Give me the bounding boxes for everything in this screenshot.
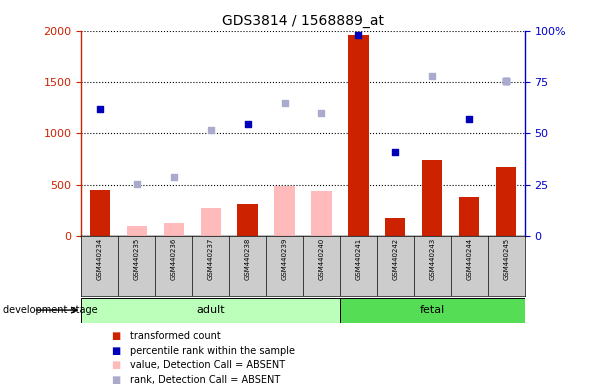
Bar [238,204,257,236]
Point [280,99,289,106]
Text: GSM440244: GSM440244 [466,238,472,280]
Text: GSM440235: GSM440235 [134,238,140,280]
Point [428,73,437,79]
Bar [81,298,340,323]
Point [132,181,142,187]
Text: GSM440238: GSM440238 [245,238,251,280]
Text: GSM440237: GSM440237 [207,238,213,280]
Text: GSM440236: GSM440236 [171,238,177,280]
Bar [349,35,368,236]
Text: transformed count: transformed count [130,331,220,341]
Point [501,78,511,84]
Bar [127,226,147,236]
Text: ■: ■ [112,346,121,356]
Bar [422,160,443,236]
Text: GSM440234: GSM440234 [97,238,103,280]
Bar [90,190,110,236]
Bar [385,218,405,236]
Text: development stage: development stage [3,305,98,315]
Text: GSM440242: GSM440242 [393,238,399,280]
Point [353,32,363,38]
Bar [496,167,516,236]
Bar [459,197,479,236]
Text: GSM440240: GSM440240 [318,238,324,280]
Text: ■: ■ [112,375,121,384]
Bar [201,209,221,236]
Text: adult: adult [197,305,225,315]
Text: fetal: fetal [420,305,445,315]
Text: value, Detection Call = ABSENT: value, Detection Call = ABSENT [130,360,285,370]
Bar [163,223,184,236]
Bar [340,298,525,323]
Bar [274,186,295,236]
Point [317,110,326,116]
Point [391,149,400,155]
Text: ■: ■ [112,331,121,341]
Point [206,127,215,133]
Point [95,106,105,112]
Point [501,78,511,84]
Point [243,121,253,127]
Text: GSM440241: GSM440241 [355,238,361,280]
Point [169,174,178,180]
Text: ■: ■ [112,360,121,370]
Text: GSM440239: GSM440239 [282,238,288,280]
Title: GDS3814 / 1568889_at: GDS3814 / 1568889_at [222,14,384,28]
Bar [311,191,332,236]
Text: GSM440243: GSM440243 [429,238,435,280]
Text: GSM440245: GSM440245 [503,238,509,280]
Text: rank, Detection Call = ABSENT: rank, Detection Call = ABSENT [130,375,280,384]
Point [464,116,474,122]
Text: percentile rank within the sample: percentile rank within the sample [130,346,295,356]
